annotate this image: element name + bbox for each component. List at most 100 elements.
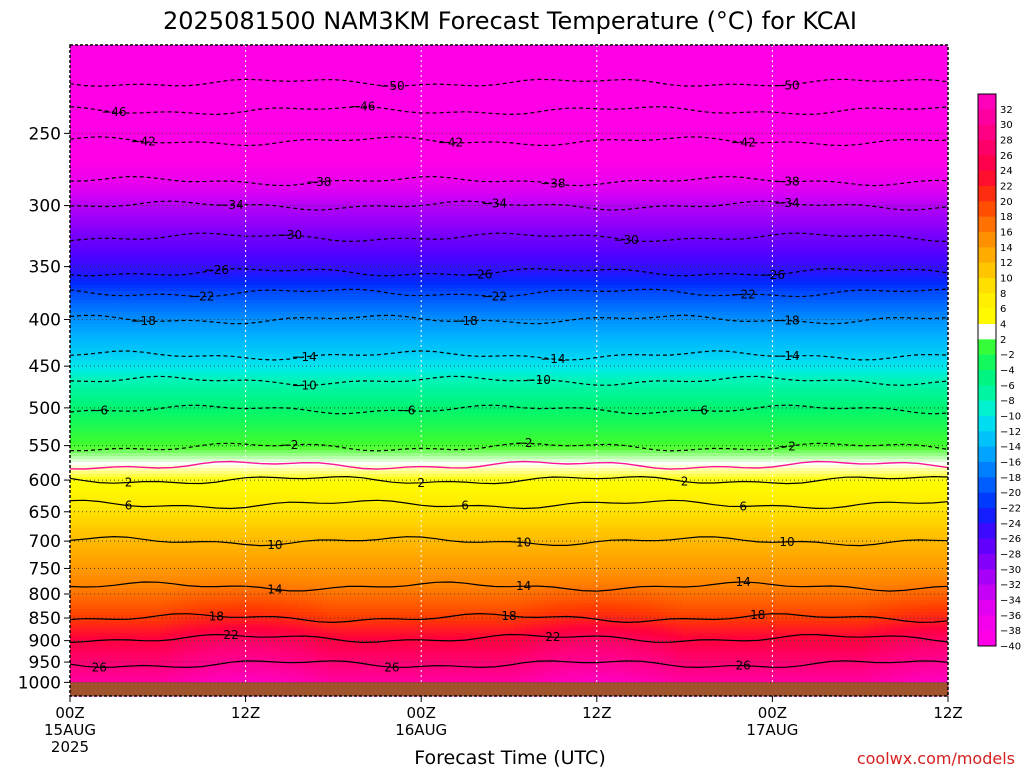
contour-label: −26 — [467, 268, 492, 282]
colorbar-swatch — [978, 569, 996, 585]
contour-label: −38 — [540, 177, 565, 191]
y-tick-label: 450 — [29, 357, 61, 377]
contour-label: 14 — [516, 579, 531, 593]
colorbar-label: 14 — [1000, 243, 1013, 254]
colorbar-label: 10 — [1000, 274, 1013, 285]
colorbar-swatch — [978, 370, 996, 386]
contour-label: −18 — [131, 314, 156, 328]
colorbar-swatch — [978, 140, 996, 156]
credit-link[interactable]: coolwx.com/models — [857, 749, 1015, 768]
contour-label: −2 — [281, 438, 299, 452]
y-tick-label: 350 — [29, 258, 61, 278]
colorbar-label: −2 — [1000, 350, 1015, 361]
colorbar-swatch — [978, 232, 996, 248]
colorbar-label: −24 — [1000, 519, 1021, 530]
y-tick-label: 500 — [29, 399, 61, 419]
colorbar-swatch — [978, 554, 996, 570]
contour-label: −46 — [350, 100, 375, 114]
colorbar-label: −8 — [1000, 396, 1015, 407]
colorbar-swatch — [978, 615, 996, 631]
colorbar-swatch — [978, 171, 996, 187]
colorbar-label: −14 — [1000, 442, 1021, 453]
colorbar-swatch — [978, 339, 996, 355]
contour-label: −42 — [131, 135, 156, 149]
colorbar-swatch — [978, 631, 996, 647]
colorbar-swatch — [978, 539, 996, 555]
colorbar-swatch — [978, 217, 996, 233]
colorbar-label: 32 — [1000, 105, 1013, 116]
contour-label: 18 — [209, 609, 224, 623]
ground-layer — [70, 682, 948, 696]
y-tick-label: 950 — [29, 653, 61, 673]
colorbar-label: −32 — [1000, 580, 1021, 591]
colorbar-label: 26 — [1000, 151, 1013, 162]
contour-label: −18 — [774, 314, 799, 328]
colorbar-swatch — [978, 278, 996, 294]
contour-label: −6 — [690, 403, 708, 417]
x-axis-title: Forecast Time (UTC) — [414, 747, 605, 768]
x-tick-label: 2025 — [51, 738, 89, 756]
contour-label: 18 — [750, 608, 765, 622]
contour-label: −26 — [760, 268, 785, 282]
colorbar-swatch — [978, 201, 996, 217]
contour-label: 14 — [735, 575, 750, 589]
colorbar-label: −20 — [1000, 488, 1021, 499]
x-tick-label: 12Z — [933, 704, 962, 722]
plot-area — [70, 45, 948, 696]
contour-label: −38 — [306, 175, 331, 189]
colorbar-swatch — [978, 109, 996, 125]
colorbar-label: −6 — [1000, 381, 1015, 392]
colorbar-label: −16 — [1000, 458, 1021, 469]
y-tick-label: 600 — [29, 471, 61, 491]
colorbar-swatch — [978, 309, 996, 325]
contour-label: 14 — [267, 582, 282, 596]
y-tick-label: 550 — [29, 437, 61, 457]
colorbar-label: 28 — [1000, 136, 1013, 147]
colorbar-label: 8 — [1000, 289, 1006, 300]
x-tick-label: 17AUG — [746, 721, 798, 739]
colorbar-label: −34 — [1000, 596, 1021, 607]
colorbar-label: 20 — [1000, 197, 1013, 208]
colorbar-swatch — [978, 431, 996, 447]
colorbar: 3230282624222018161412108642−2−4−6−8−10−… — [978, 94, 1021, 653]
colorbar-swatch — [978, 324, 996, 340]
colorbar-swatch — [978, 493, 996, 509]
contour-label: −34 — [218, 198, 243, 212]
contour-label: −42 — [730, 135, 755, 149]
colorbar-label: −28 — [1000, 550, 1021, 561]
x-tick-label: 12Z — [231, 704, 260, 722]
contour-label: −46 — [101, 105, 126, 119]
contour-label: 2 — [125, 476, 133, 490]
contour-label: −10 — [291, 378, 316, 392]
contour-label: −22 — [730, 287, 755, 301]
colorbar-label: 12 — [1000, 258, 1013, 269]
colorbar-swatch — [978, 94, 996, 110]
colorbar-label: −18 — [1000, 473, 1021, 484]
colorbar-label: −30 — [1000, 565, 1021, 576]
contour-label: −30 — [613, 233, 638, 247]
colorbar-label: −4 — [1000, 366, 1015, 377]
colorbar-swatch — [978, 447, 996, 463]
contour-label: −22 — [189, 290, 214, 304]
contour-label: −22 — [482, 289, 507, 303]
contour-label: −6 — [398, 404, 416, 418]
contour-label: −38 — [774, 175, 799, 189]
colorbar-label: −40 — [1000, 642, 1021, 653]
y-tick-label: 800 — [29, 585, 61, 605]
colorbar-swatch — [978, 186, 996, 202]
contour-label: 22 — [223, 628, 238, 642]
colorbar-label: −22 — [1000, 504, 1021, 515]
colorbar-label: −38 — [1000, 626, 1021, 637]
colorbar-label: −36 — [1000, 611, 1021, 622]
colorbar-label: 18 — [1000, 212, 1013, 223]
colorbar-swatch — [978, 508, 996, 524]
colorbar-label: 6 — [1000, 304, 1006, 315]
contour-label: −2 — [515, 436, 533, 450]
colorbar-swatch — [978, 416, 996, 432]
colorbar-swatch — [978, 125, 996, 141]
contour-label: −30 — [277, 228, 302, 242]
colorbar-swatch — [978, 477, 996, 493]
contour-label: 26 — [92, 660, 107, 674]
x-tick-label: 12Z — [582, 704, 611, 722]
